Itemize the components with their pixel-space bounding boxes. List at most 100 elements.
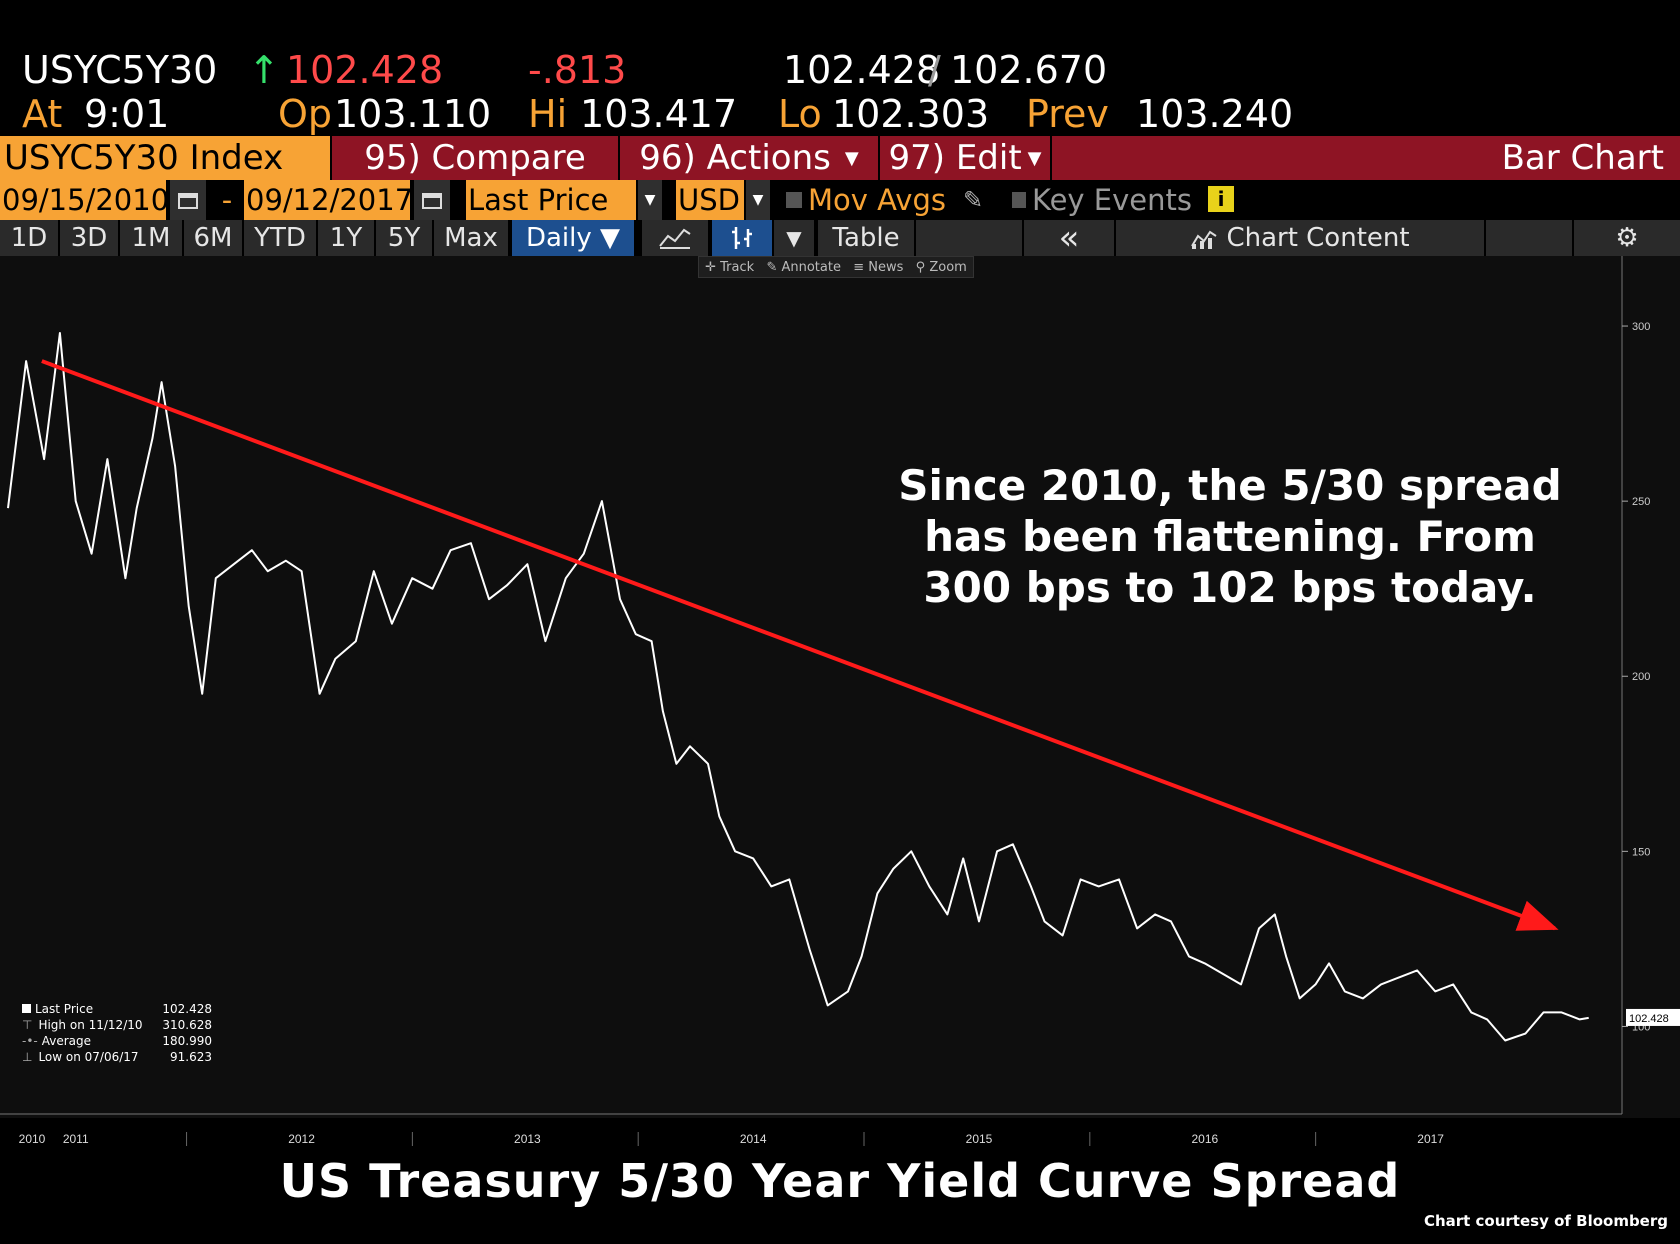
legend-value: 91.623 bbox=[170, 1050, 212, 1064]
period-1y[interactable]: 1Y bbox=[318, 220, 374, 256]
x-tick-label: 2016 bbox=[1191, 1132, 1218, 1146]
mov-avgs-label: Mov Avgs bbox=[808, 183, 946, 217]
period-1m-label: 1M bbox=[131, 223, 171, 253]
footer-title: US Treasury 5/30 Year Yield Curve Spread bbox=[279, 1154, 1401, 1208]
caret-down-icon: ▼ bbox=[1027, 147, 1042, 169]
open-label: Op bbox=[278, 92, 333, 136]
x-tick-label: 2014 bbox=[740, 1132, 767, 1146]
period-1d[interactable]: 1D bbox=[0, 220, 58, 256]
news-button[interactable]: ≡ News bbox=[853, 260, 903, 275]
chart-content-button[interactable]: Chart Content bbox=[1116, 220, 1484, 256]
double-chevron-left-icon: « bbox=[1058, 218, 1080, 258]
period-6m[interactable]: 6M bbox=[184, 220, 242, 256]
legend-value: 180.990 bbox=[162, 1034, 212, 1048]
chart-style-dropdown-icon[interactable]: ▼ bbox=[774, 220, 814, 256]
table-label: Table bbox=[832, 223, 900, 253]
x-tick-label: 2010 bbox=[19, 1132, 46, 1146]
period-5y[interactable]: 5Y bbox=[376, 220, 432, 256]
last-price: 102.428 bbox=[286, 48, 444, 92]
table-button[interactable]: Table bbox=[818, 220, 914, 256]
bar-chart-icon[interactable] bbox=[712, 220, 772, 256]
chart-area: ✛ Track ✎ Annotate ≡ News ⚲ Zoom bbox=[0, 256, 1680, 1118]
security-field[interactable]: USYC5Y30 Index bbox=[0, 136, 330, 180]
line-chart-icon[interactable] bbox=[642, 220, 708, 256]
field-select-value: Last Price bbox=[468, 183, 609, 217]
period-6m-label: 6M bbox=[193, 223, 233, 253]
bid-ask-separator: / bbox=[928, 48, 941, 92]
legend-label: High on 11/12/10 bbox=[38, 1018, 143, 1032]
currency-value: USD bbox=[678, 183, 740, 217]
gear-icon[interactable]: ⚙ bbox=[1574, 220, 1680, 256]
time-label: At bbox=[22, 92, 63, 136]
currency-select[interactable]: USD bbox=[676, 180, 744, 220]
annotation-line: Since 2010, the 5/30 spread bbox=[898, 461, 1562, 510]
key-events-toggle[interactable]: Key Events bbox=[1012, 180, 1192, 220]
checkbox-icon bbox=[786, 192, 802, 208]
up-arrow-icon: ↑ bbox=[248, 48, 280, 92]
high-price: 103.417 bbox=[580, 92, 738, 136]
period-bar: 1D 3D 1M 6M YTD 1Y 5Y Max Daily ▼ ▼ Tabl… bbox=[0, 218, 1680, 258]
calendar-icon[interactable] bbox=[170, 180, 206, 220]
period-1m[interactable]: 1M bbox=[120, 220, 182, 256]
start-date-field[interactable]: 09/15/2010 bbox=[0, 180, 170, 220]
chart-type-label: Bar Chart bbox=[1052, 136, 1680, 180]
high-marker-icon: ⊤ bbox=[22, 1018, 33, 1032]
period-1d-label: 1D bbox=[10, 223, 48, 253]
chart-content-icon bbox=[1191, 230, 1217, 249]
key-events-label: Key Events bbox=[1032, 183, 1192, 217]
end-date-field[interactable]: 09/12/2017 bbox=[244, 180, 413, 220]
actions-menu[interactable]: 96) Actions ▼ bbox=[620, 136, 878, 180]
x-tick-label: 2011 bbox=[63, 1132, 89, 1146]
zoom-label: Zoom bbox=[929, 259, 967, 275]
track-button[interactable]: ✛ Track bbox=[705, 260, 754, 275]
period-3d[interactable]: 3D bbox=[60, 220, 118, 256]
legend-label: Last Price bbox=[35, 1002, 94, 1016]
magnifier-icon: ⚲ bbox=[915, 259, 930, 275]
calendar-icon[interactable] bbox=[414, 180, 450, 220]
open-price: 103.110 bbox=[334, 92, 492, 136]
x-tick-label: 2017 bbox=[1417, 1132, 1444, 1146]
prev-price: 103.240 bbox=[1136, 92, 1294, 136]
collapse-button[interactable]: « bbox=[1024, 218, 1114, 258]
frequency-select[interactable]: Daily ▼ bbox=[512, 220, 634, 256]
period-3d-label: 3D bbox=[70, 223, 108, 253]
mov-avgs-toggle[interactable]: Mov Avgs bbox=[786, 180, 956, 220]
low-price: 102.303 bbox=[832, 92, 990, 136]
x-tick-label: 2015 bbox=[966, 1132, 993, 1146]
currency-dropdown-icon[interactable]: ▼ bbox=[746, 180, 770, 220]
bid-price: 102.428 bbox=[783, 48, 941, 92]
period-bar-spacer bbox=[916, 220, 1022, 256]
crosshair-icon: ✛ bbox=[705, 259, 721, 275]
footer-credit: Chart courtesy of Bloomberg bbox=[1423, 1212, 1668, 1230]
chart-toolbar: ✛ Track ✎ Annotate ≡ News ⚲ Zoom bbox=[698, 256, 974, 278]
zoom-button[interactable]: ⚲ Zoom bbox=[916, 260, 967, 275]
actions-label: 96) Actions bbox=[639, 138, 831, 178]
field-select[interactable]: Last Price bbox=[466, 180, 636, 220]
legend-value: 310.628 bbox=[162, 1018, 212, 1032]
ticker: USYC5Y30 bbox=[22, 48, 218, 92]
info-icon[interactable]: i bbox=[1208, 186, 1234, 212]
high-label: Hi bbox=[528, 92, 568, 136]
annotation-line: has been flattening. From bbox=[924, 512, 1536, 561]
period-max[interactable]: Max bbox=[434, 220, 508, 256]
edit-label: 97) Edit bbox=[888, 138, 1022, 178]
field-dropdown-icon[interactable]: ▼ bbox=[638, 180, 662, 220]
annotate-button[interactable]: ✎ Annotate bbox=[766, 260, 841, 275]
period-5y-label: 5Y bbox=[387, 223, 421, 253]
quote-time: 9:01 bbox=[84, 92, 170, 136]
menu-bar: USYC5Y30 Index 95) Compare 96) Actions ▼… bbox=[0, 136, 1680, 180]
legend-average: -•- Average 180.990 bbox=[22, 1034, 212, 1050]
legend-value: 102.428 bbox=[162, 1002, 212, 1016]
pencil-icon[interactable]: ✎ bbox=[962, 186, 984, 214]
period-ytd[interactable]: YTD bbox=[244, 220, 316, 256]
legend-low: ⊥ Low on 07/06/17 91.623 bbox=[22, 1050, 212, 1066]
compare-button[interactable]: 95) Compare bbox=[332, 136, 618, 180]
net-change: -.813 bbox=[528, 48, 627, 92]
edit-menu[interactable]: 97) Edit ▼ bbox=[880, 136, 1050, 180]
chart-type-text: Bar Chart bbox=[1501, 138, 1664, 178]
ask-price: 102.670 bbox=[950, 48, 1108, 92]
period-bar-spacer bbox=[1486, 220, 1572, 256]
average-marker-icon: -•- bbox=[22, 1034, 38, 1048]
dash-text: - bbox=[221, 183, 233, 217]
start-date-value: 09/15/2010 bbox=[2, 183, 170, 217]
